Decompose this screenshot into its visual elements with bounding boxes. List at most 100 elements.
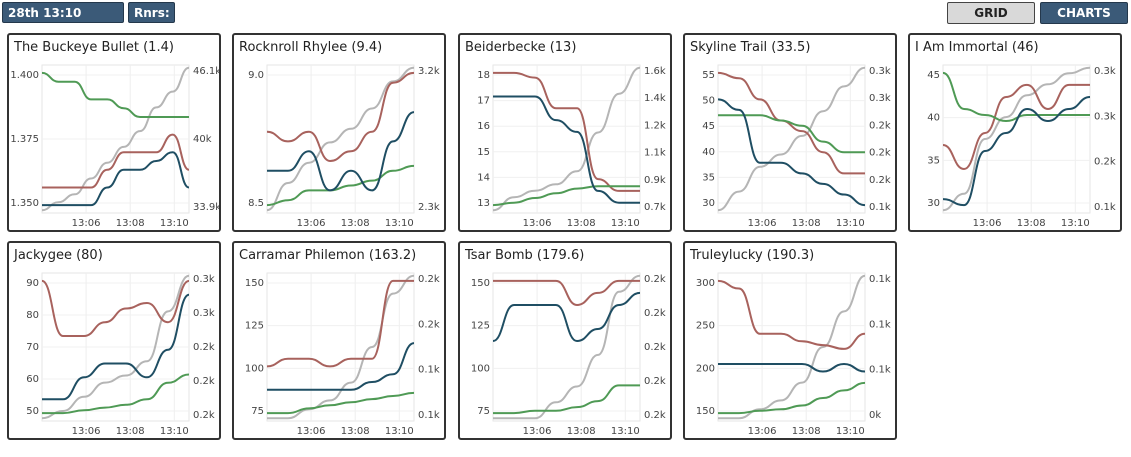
series-line-lay — [717, 71, 865, 175]
series-line-lay — [266, 71, 415, 162]
right-tick-label: 0.3k — [193, 308, 215, 319]
x-tick-label: 13:10 — [836, 426, 865, 437]
runner-line-chart: 13:06 13:08 13:10 300 250 200 150 0.1k 0.1k 0.1k 0… — [696, 272, 891, 437]
left-tick-label: 15 — [477, 147, 490, 158]
x-tick-label: 13:06 — [297, 218, 326, 229]
series-line-price — [266, 342, 415, 391]
runner-chart-card[interactable]: Rocknroll Rhylee (9.4) 13:06 13:08 13:10 9.0… — [232, 33, 446, 232]
left-tick-label: 75 — [251, 406, 264, 417]
left-tick-label: 50 — [26, 406, 39, 417]
left-tick-label: 100 — [245, 363, 264, 374]
runner-chart-card[interactable]: Carramar Philemon (163.2) 13:06 13:08 13:10… — [232, 241, 446, 440]
runners-badge: Rnrs: 9 — [128, 2, 175, 41]
runner-line-chart: 13:06 13:08 13:10 1.400 1.375 1.350 46.1k 40k 33… — [10, 64, 219, 229]
runner-chart-card[interactable]: Jackygee (80) 13:06 13:08 13:10 90 80 70 60 50 0.… — [7, 241, 221, 440]
plot-area — [717, 272, 866, 422]
plot-area — [492, 272, 641, 422]
left-tick-label: 30 — [702, 198, 715, 209]
left-tick-label: 70 — [26, 342, 39, 353]
right-tick-label: 0.1k — [869, 319, 891, 330]
plot-area — [266, 272, 415, 422]
left-tick-label: 50 — [702, 96, 715, 107]
series-line-back — [493, 384, 640, 415]
runner-chart-title: Jackygee (80) — [14, 248, 103, 263]
right-tick-label: 0.2k — [193, 342, 215, 353]
series-line-price — [41, 293, 190, 401]
right-tick-label: 3.2k — [418, 66, 440, 77]
x-tick-label: 13:06 — [973, 218, 1002, 229]
grid-view-button[interactable]: GRID — [947, 2, 1035, 24]
right-tick-label: 0.2k — [869, 148, 891, 159]
right-tick-label: 0.3k — [193, 274, 215, 285]
runner-chart-card[interactable]: The Buckeye Bullet (1.4) 13:06 13:08 13:10 1… — [7, 33, 221, 232]
right-tick-label: 40k — [193, 134, 212, 145]
x-tick-label: 13:08 — [341, 218, 370, 229]
runner-chart-title: Beiderbecke (13) — [465, 40, 577, 55]
plot-area — [266, 64, 415, 214]
right-tick-label: 1.4k — [644, 93, 666, 104]
right-tick-label: 0.1k — [869, 202, 891, 213]
right-tick-label: 0k — [869, 410, 881, 421]
runner-line-chart: 13:06 13:08 13:10 150 125 100 75 0.2k 0.2k 0.2k 0.… — [471, 272, 666, 437]
left-tick-label: 125 — [245, 321, 264, 332]
runner-chart-title: The Buckeye Bullet (1.4) — [14, 40, 174, 55]
left-tick-label: 17 — [477, 96, 490, 107]
series-line-lay — [493, 279, 640, 306]
runner-chart-title: Skyline Trail (33.5) — [690, 40, 811, 55]
left-tick-label: 14 — [477, 172, 490, 183]
series-line-back — [718, 381, 866, 415]
series-line-volume — [266, 66, 415, 212]
right-tick-label: 0.3k — [1094, 66, 1116, 77]
series-line-back — [942, 71, 1090, 122]
right-tick-label: 0.1k — [1094, 202, 1116, 213]
right-tick-label: 0.2k — [418, 274, 440, 285]
left-tick-label: 125 — [471, 321, 490, 332]
charts-view-button[interactable]: CHARTS — [1040, 2, 1128, 24]
runner-chart-title: Rocknroll Rhylee (9.4) — [239, 40, 383, 55]
x-tick-label: 13:10 — [160, 218, 189, 229]
right-tick-label: 0.2k — [193, 410, 215, 421]
left-tick-label: 30 — [927, 198, 940, 209]
x-tick-label: 13:10 — [836, 218, 865, 229]
right-tick-label: 0.3k — [1094, 111, 1116, 122]
plot-area — [717, 64, 866, 214]
series-line-price — [717, 363, 866, 373]
plot-area — [492, 64, 641, 214]
left-tick-label: 60 — [26, 374, 39, 385]
right-tick-label: 46.1k — [193, 66, 219, 77]
runner-line-chart: 13:06 13:08 13:10 18 17 16 15 14 13 1.6k 1.4k 1.2k 1… — [477, 64, 666, 229]
left-tick-label: 150 — [245, 278, 264, 289]
left-tick-label: 16 — [477, 121, 490, 132]
series-line-back — [266, 164, 415, 207]
x-tick-label: 13:10 — [611, 426, 640, 437]
series-line-volume — [492, 66, 641, 212]
left-tick-label: 150 — [471, 278, 490, 289]
series-line-volume — [717, 66, 866, 212]
x-tick-label: 13:06 — [748, 426, 777, 437]
runner-chart-title: Truleylucky (190.3) — [690, 248, 815, 263]
runner-chart-card[interactable]: Beiderbecke (13) 13:06 13:08 13:10 18 17 16 15 1… — [458, 33, 672, 232]
right-tick-label: 0.2k — [644, 410, 666, 421]
right-tick-label: 1.6k — [644, 66, 666, 77]
series-line-price — [942, 96, 1091, 207]
left-tick-label: 9.0 — [248, 70, 264, 81]
runner-chart-title: Carramar Philemon (163.2) — [239, 248, 417, 263]
x-tick-label: 13:10 — [385, 426, 414, 437]
series-line-lay — [717, 279, 866, 350]
right-tick-label: 0.2k — [193, 376, 215, 387]
runner-chart-card[interactable]: Truleylucky (190.3) 13:06 13:08 13:10 300 250… — [683, 241, 897, 440]
series-line-back — [42, 373, 190, 415]
left-tick-label: 45 — [927, 70, 940, 81]
runner-chart-card[interactable]: Tsar Bomb (179.6) 13:06 13:08 13:10 150 125 10… — [458, 241, 672, 440]
series-line-lay — [266, 279, 414, 368]
x-tick-label: 13:08 — [341, 426, 370, 437]
runner-line-chart: 13:06 13:08 13:10 55 50 45 40 35 30 0.3k 0.3k 0.2k 0… — [702, 64, 891, 229]
series-line-back — [718, 114, 865, 154]
left-tick-label: 1.400 — [10, 70, 39, 81]
runner-chart-card[interactable]: Skyline Trail (33.5) 13:06 13:08 13:10 55 50 4… — [683, 33, 897, 232]
series-line-volume — [718, 274, 866, 420]
x-tick-label: 13:08 — [116, 426, 145, 437]
runner-line-chart: 13:06 13:08 13:10 45 40 35 30 0.3k 0.3k 0.2k 0.1k — [927, 64, 1116, 229]
right-tick-label: 0.9k — [644, 175, 666, 186]
runner-chart-card[interactable]: I Am Immortal (46) 13:06 13:08 13:10 45 40 35 3… — [908, 33, 1122, 232]
